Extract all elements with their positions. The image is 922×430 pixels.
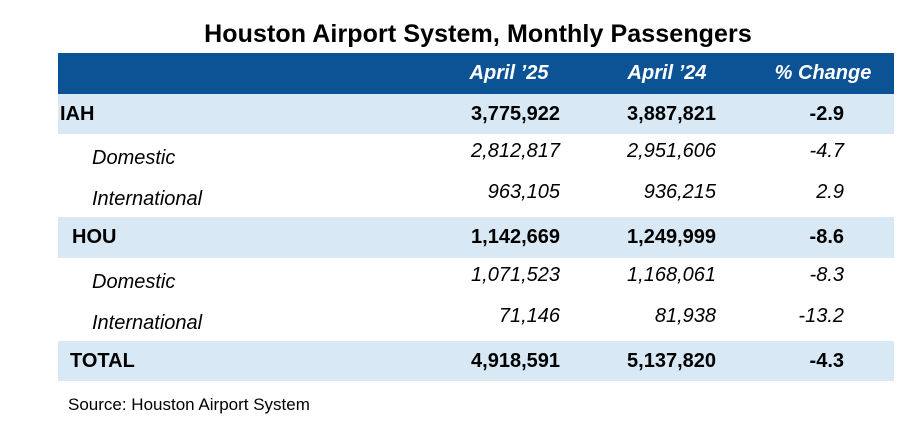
header-april-25: April ’25 — [469, 62, 549, 84]
cell-april-24: 81,938 — [654, 305, 716, 327]
cell-april-25: 2,812,817 — [471, 140, 560, 162]
cell-april-24: 3,887,821 — [627, 102, 716, 125]
table-row-hou-international: International 71,146 81,938 -13.2 — [58, 299, 894, 340]
cell-april-24: 1,168,061 — [627, 264, 716, 286]
cell-pct-change: -4.3 — [809, 349, 844, 372]
cell-pct-change: -4.7 — [809, 140, 844, 162]
header-april-24: April ’24 — [627, 62, 707, 84]
table-row-hou: HOU 1,142,669 1,249,999 -8.6 — [58, 217, 894, 258]
cell-april-25: 963,105 — [487, 181, 560, 203]
table-row-iah-domestic: Domestic 2,812,817 2,951,606 -4.7 — [58, 134, 894, 175]
row-label: TOTAL — [70, 349, 135, 372]
table-row-iah-international: International 963,105 936,215 2.9 — [58, 175, 894, 216]
cell-april-25: 1,142,669 — [471, 226, 560, 248]
row-label: IAH — [60, 102, 95, 125]
row-label: International — [92, 188, 203, 210]
cell-pct-change: -8.3 — [809, 264, 844, 286]
table-title: Houston Airport System, Monthly Passenge… — [204, 20, 752, 48]
header-pct-change: % Change — [774, 62, 872, 84]
table-header-row: April ’25 April ’24 % Change — [58, 53, 894, 94]
cell-april-24: 936,215 — [643, 181, 716, 203]
cell-april-25: 1,071,523 — [471, 264, 560, 286]
row-label: HOU — [72, 226, 117, 248]
cell-april-25: 71,146 — [498, 305, 560, 327]
cell-april-24: 1,249,999 — [627, 226, 716, 248]
passenger-table: April ’25 April ’24 % Change IAH 3,775,9… — [58, 53, 894, 381]
row-label: International — [92, 312, 203, 334]
cell-pct-change: -2.9 — [809, 102, 844, 125]
cell-pct-change: 2.9 — [816, 181, 844, 203]
header-label-cell — [58, 53, 388, 94]
row-label: Domestic — [92, 271, 176, 293]
cell-april-24: 5,137,820 — [627, 349, 716, 372]
table-row-iah: IAH 3,775,922 3,887,821 -2.9 — [58, 94, 894, 134]
table-row-hou-domestic: Domestic 1,071,523 1,168,061 -8.3 — [58, 258, 894, 299]
cell-april-25: 3,775,922 — [471, 102, 560, 125]
cell-april-25: 4,918,591 — [471, 349, 560, 372]
table-row-total: TOTAL 4,918,591 5,137,820 -4.3 — [58, 341, 894, 381]
cell-pct-change: -8.6 — [809, 226, 844, 248]
cell-april-24: 2,951,606 — [627, 140, 716, 162]
source-note: Source: Houston Airport System — [68, 395, 310, 414]
row-label: Domestic — [92, 147, 176, 169]
cell-pct-change: -13.2 — [798, 305, 844, 327]
